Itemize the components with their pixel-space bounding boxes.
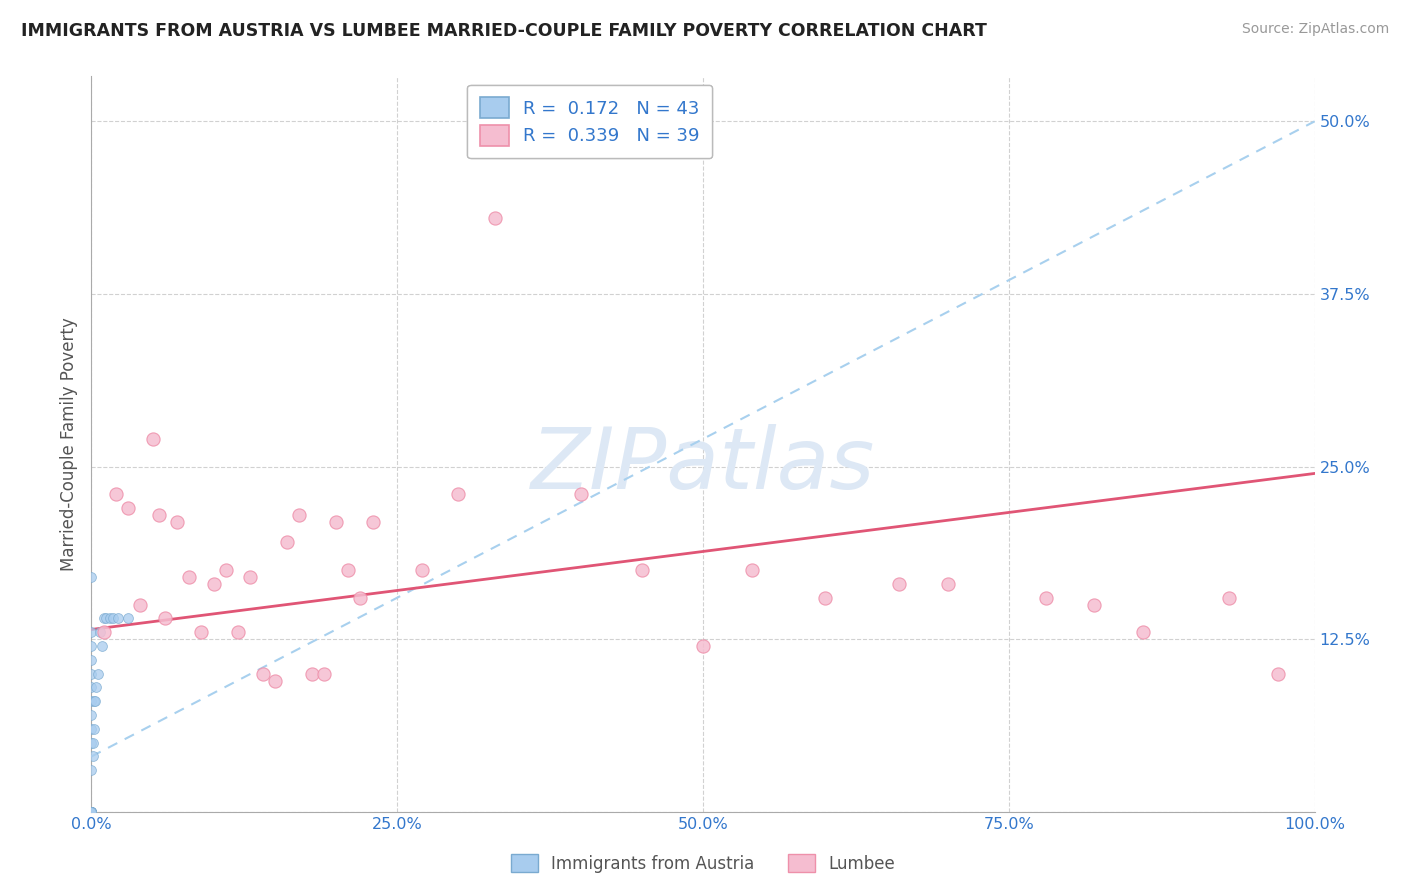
Point [80,805,103,819]
Point [80,639,103,653]
Point [166,515,188,529]
Point [117,611,139,625]
Point [129,598,152,612]
Point [104,487,127,501]
Point [80,805,103,819]
Point [153,611,176,625]
Point [80,805,103,819]
Point [80,736,103,750]
Point [141,432,163,446]
Point [80,805,103,819]
Point [82,749,104,764]
Point [86,666,108,681]
Point [276,535,298,549]
Point [936,577,959,591]
Point [202,577,225,591]
Point [83,722,105,736]
Point [91,639,114,653]
Point [190,625,212,640]
Point [264,673,287,688]
Point [337,563,360,577]
Point [1218,591,1240,605]
Point [80,722,103,736]
Point [117,500,139,515]
Point [1035,591,1057,605]
Point [80,805,103,819]
Point [80,653,103,667]
Point [93,625,115,640]
Point [80,666,103,681]
Point [80,805,103,819]
Point [80,805,103,819]
Point [80,625,103,640]
Point [301,666,323,681]
Point [80,805,103,819]
Point [80,805,103,819]
Point [107,611,129,625]
Point [1267,666,1289,681]
Text: Source: ZipAtlas.com: Source: ZipAtlas.com [1241,22,1389,37]
Text: IMMIGRANTS FROM AUSTRIA VS LUMBEE MARRIED-COUPLE FAMILY POVERTY CORRELATION CHAR: IMMIGRANTS FROM AUSTRIA VS LUMBEE MARRIE… [21,22,987,40]
Point [692,639,714,653]
Point [325,515,347,529]
Point [80,805,103,819]
Point [569,487,592,501]
Y-axis label: Married-Couple Family Poverty: Married-Couple Family Poverty [59,317,77,571]
Point [226,625,249,640]
Point [411,563,433,577]
Point [1083,598,1105,612]
Point [80,708,103,723]
Point [215,563,238,577]
Point [98,611,121,625]
Point [83,694,105,708]
Point [84,681,107,695]
Point [80,805,103,819]
Point [814,591,837,605]
Point [93,611,115,625]
Point [80,805,103,819]
Point [1132,625,1154,640]
Point [80,805,103,819]
Point [80,681,103,695]
Point [239,570,262,584]
Point [80,805,103,819]
Point [631,563,654,577]
Point [252,666,274,681]
Point [89,625,111,640]
Point [94,611,117,625]
Point [148,508,170,522]
Point [84,694,107,708]
Point [179,570,201,584]
Point [741,563,763,577]
Point [80,805,103,819]
Legend: R =  0.172   N = 43, R =  0.339   N = 39: R = 0.172 N = 43, R = 0.339 N = 39 [467,85,713,158]
Point [82,736,104,750]
Point [447,487,470,501]
Point [80,805,103,819]
Point [312,666,335,681]
Point [103,611,125,625]
Point [361,515,384,529]
Text: ZIPatlas: ZIPatlas [531,425,875,508]
Legend: Immigrants from Austria, Lumbee: Immigrants from Austria, Lumbee [505,847,901,880]
Point [349,591,371,605]
Point [484,211,506,225]
Point [80,570,103,584]
Point [80,764,103,778]
Point [887,577,910,591]
Point [80,694,103,708]
Point [80,805,103,819]
Point [288,508,311,522]
